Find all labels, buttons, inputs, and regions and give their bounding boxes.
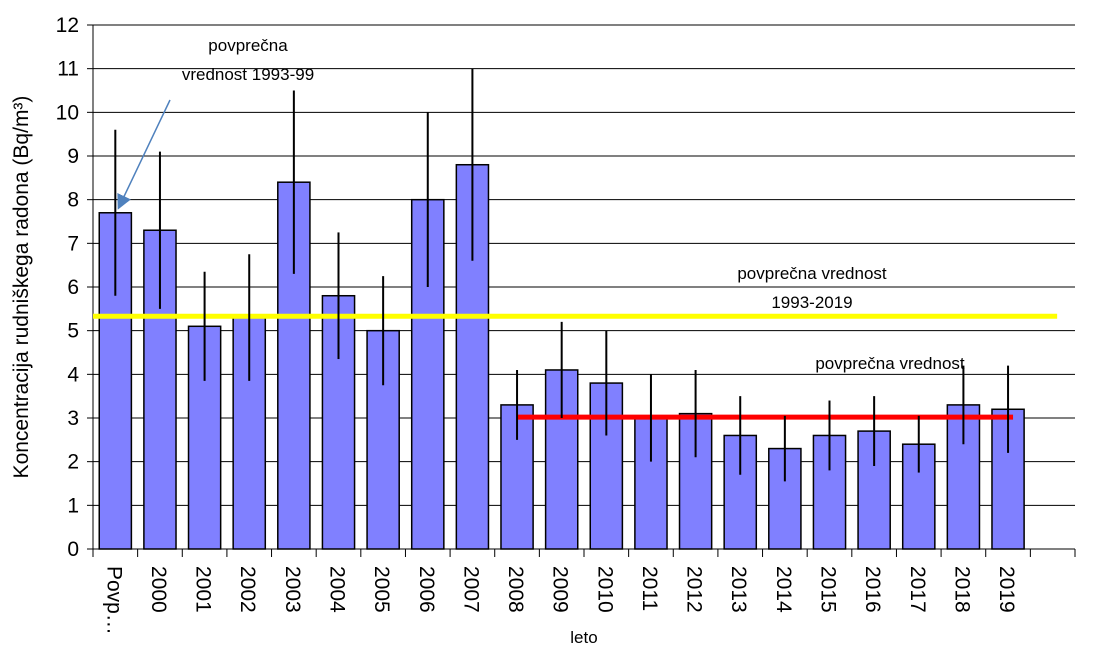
- x-tick-label: 2008: [504, 566, 527, 613]
- x-tick-label: 2009: [549, 566, 572, 613]
- x-tick-label: 2012: [683, 566, 706, 613]
- y-tick-label: 1: [67, 494, 79, 517]
- x-tick-label: 2011: [638, 566, 661, 611]
- reference-label: povprečna vrednost: [737, 264, 887, 283]
- x-tick-label: 2003: [281, 566, 304, 613]
- x-tick-label: Povp…: [102, 566, 125, 635]
- reference-lines: [93, 313, 1058, 420]
- annotation: povprečna: [208, 36, 288, 55]
- x-axis-label: leto: [570, 628, 597, 647]
- x-tick-label: 2015: [817, 566, 840, 613]
- y-tick-label: 2: [67, 451, 79, 474]
- x-tick-label: 2007: [459, 566, 482, 613]
- x-tick-label: 2019: [995, 566, 1018, 613]
- x-tick-label: 2005: [370, 566, 393, 613]
- reference-label: povprečna vrednost: [815, 354, 965, 373]
- annotation: vrednost 1993-99: [182, 65, 314, 84]
- x-tick-label: 2018: [950, 566, 973, 613]
- x-tick-label: 2000: [147, 566, 170, 613]
- annotation-arrow: [117, 99, 171, 210]
- y-tick-label: 8: [67, 189, 79, 212]
- x-tick-label: 2001: [192, 566, 215, 613]
- y-tick-label: 4: [67, 363, 79, 386]
- y-tick-label: 5: [67, 320, 79, 343]
- y-axis-label: Koncentracija rudniškega radona (Bq/m³): [10, 96, 33, 479]
- y-tick-label: 3: [67, 407, 79, 430]
- y-tick-label: 7: [67, 232, 79, 255]
- x-tick-label: 2016: [861, 566, 884, 613]
- x-tick-label: 2017: [906, 566, 929, 613]
- y-tick-label: 6: [67, 276, 79, 299]
- y-tick-label: 11: [57, 58, 79, 81]
- y-tick-label: 10: [56, 101, 79, 124]
- x-tick-label: 2004: [326, 566, 349, 613]
- x-tick-label: 2002: [236, 566, 259, 613]
- y-tick-label: 12: [56, 14, 79, 37]
- y-tick-label: 9: [67, 145, 79, 168]
- x-tick-label: 2014: [772, 566, 795, 613]
- reference-label: 1993-2019: [771, 293, 852, 312]
- y-tick-label: 0: [67, 538, 79, 561]
- x-tick-label: 2013: [727, 566, 750, 613]
- error-bars: [114, 68, 1010, 482]
- x-tick-label: 2006: [415, 566, 438, 613]
- x-tick-label: 2010: [593, 566, 616, 613]
